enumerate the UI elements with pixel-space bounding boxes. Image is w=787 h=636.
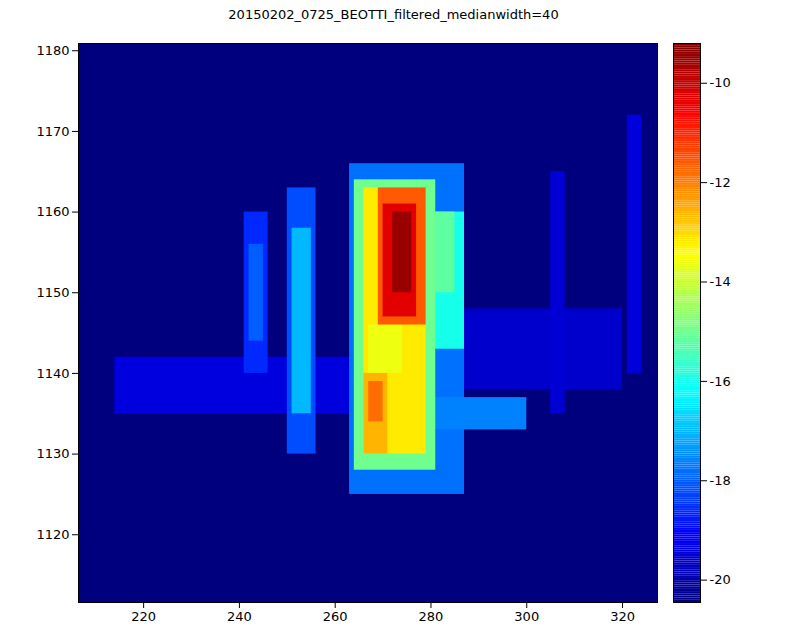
- svg-text:1160: 1160: [36, 204, 69, 219]
- svg-text:-10: -10: [710, 75, 731, 90]
- svg-text:1140: 1140: [36, 366, 69, 381]
- html-text:20150202_0725_BEOTTI_filtered_: 20150202_0725_BEOTTI_filtered_medianwidt…: [228, 7, 559, 22]
- svg-text:1120: 1120: [36, 527, 69, 542]
- svg-text:1150: 1150: [36, 285, 69, 300]
- svg-text:320: 320: [610, 609, 635, 624]
- svg-text:260: 260: [323, 609, 348, 624]
- svg-text:-12: -12: [710, 175, 731, 190]
- svg-text:-20: -20: [710, 572, 731, 587]
- svg-text:1180: 1180: [36, 43, 69, 58]
- svg-text:-18: -18: [710, 473, 731, 488]
- svg-text:1170: 1170: [36, 124, 69, 139]
- svg-text:1130: 1130: [36, 446, 69, 461]
- svg-text:-14: -14: [710, 274, 731, 289]
- svg-text:300: 300: [514, 609, 539, 624]
- svg-text:-16: -16: [710, 374, 731, 389]
- svg-text:280: 280: [419, 609, 444, 624]
- svg-text:240: 240: [227, 609, 252, 624]
- svg-text:220: 220: [131, 609, 156, 624]
